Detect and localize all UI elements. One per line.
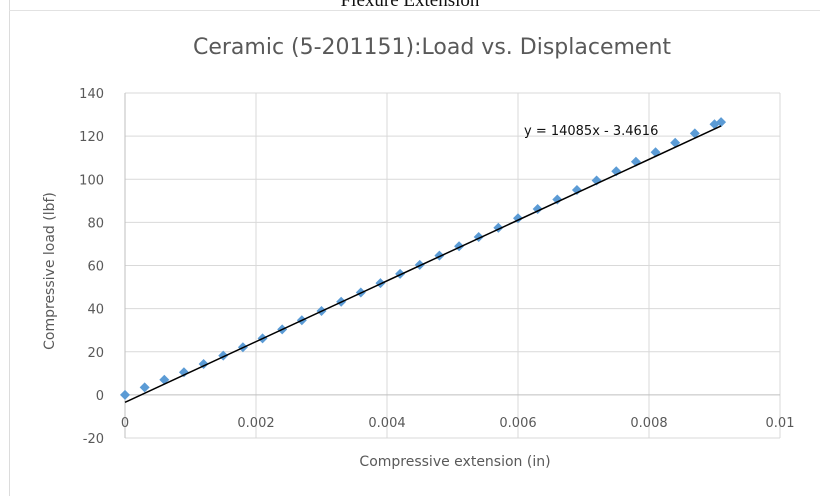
x-tick-label: 0.006 (499, 416, 536, 431)
data-series (120, 117, 727, 400)
trendline-equation: y = 14085x - 3.4616 (524, 124, 658, 139)
data-point (120, 389, 130, 400)
left-border-line (9, 0, 10, 496)
y-tick-label: 40 (87, 303, 104, 318)
data-point (178, 367, 189, 378)
trendline (124, 125, 722, 404)
y-tick-label: 20 (87, 346, 104, 361)
y-tick-label: 60 (87, 260, 104, 275)
page-heading: Flexure Extension (340, 0, 480, 11)
y-tick-label: 140 (79, 87, 104, 102)
y-tick-label: 80 (87, 216, 104, 231)
gridlines (124, 92, 781, 439)
y-tick-label: -20 (83, 432, 104, 447)
x-axis-title: Compressive extension (in) (359, 454, 550, 470)
data-point (139, 382, 150, 393)
y-tick-label: 100 (79, 173, 104, 188)
x-tick-label: 0.002 (237, 416, 274, 431)
y-axis-ticks: -20 0 20 40 60 80 100 120 140 (79, 87, 104, 447)
x-tick-label: 0.01 (766, 416, 795, 431)
x-tick-label: 0.008 (630, 416, 667, 431)
x-axis-ticks: 0 0.002 0.004 0.006 0.008 0.01 (121, 416, 795, 431)
y-axis-title: Compressive load (lbf) (42, 192, 58, 350)
x-tick-label: 0.004 (368, 416, 405, 431)
data-point (571, 185, 582, 196)
data-point (689, 128, 700, 139)
data-point (716, 117, 727, 128)
chart-title: Ceramic (5-201151):Load vs. Displacement (193, 35, 671, 60)
x-tick-label: 0 (121, 416, 129, 431)
y-tick-label: 0 (96, 389, 104, 404)
y-tick-label: 120 (79, 130, 104, 145)
chart-frame-top-line (9, 10, 820, 11)
data-point (552, 194, 563, 205)
